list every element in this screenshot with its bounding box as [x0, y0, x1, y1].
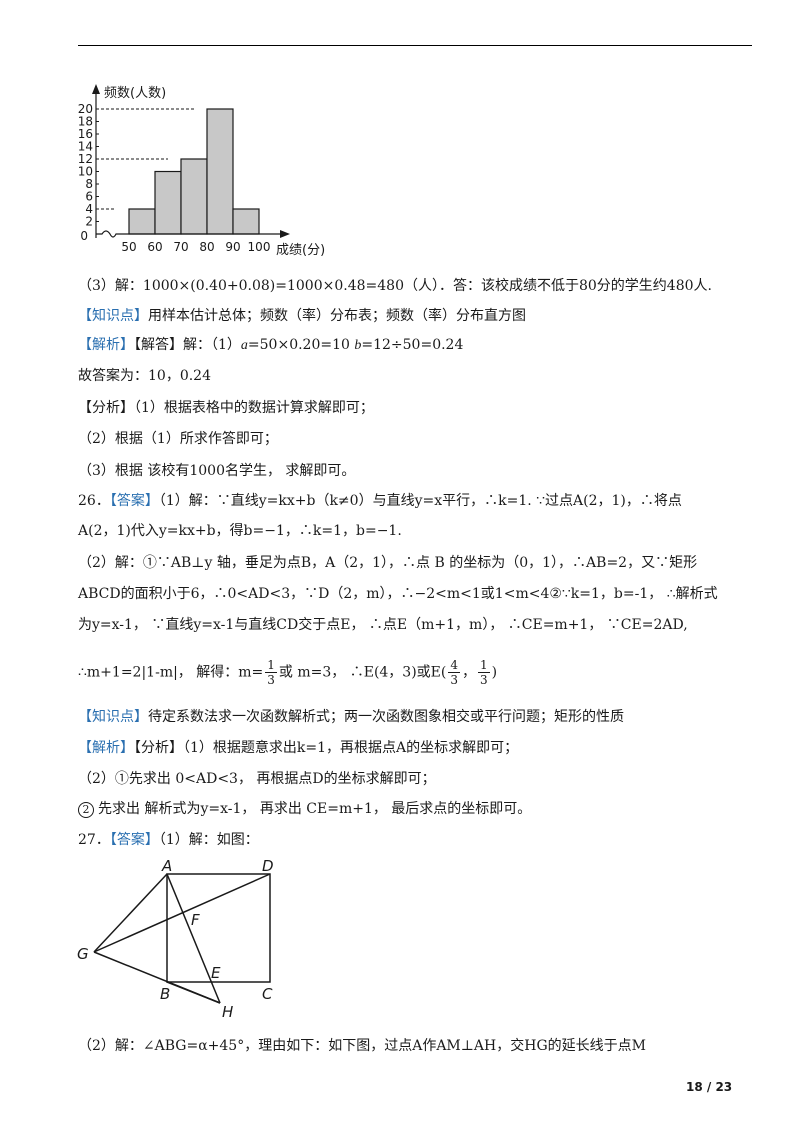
x-axis-title: 成绩(分): [276, 243, 325, 258]
question-26-line2: A(2，1)代入y=kx+b，得b=−1，∴k=1，b=−1.: [78, 523, 402, 539]
eq-sep: ，: [462, 664, 476, 681]
segment-ah: [166, 873, 221, 1004]
x-tick-label-4: 90: [225, 240, 240, 254]
x-tick-label-3: 80: [199, 240, 214, 254]
analysis-25-1: 【分析】（1）根据表格中的数据计算求解即可；: [78, 400, 374, 416]
y-tick-label-0: 20: [78, 102, 93, 116]
analysis-tag: 【解析】: [78, 337, 134, 353]
analysis-end: =12÷50=0.24: [361, 337, 464, 353]
header-rule: [78, 45, 752, 46]
question-26-line3: （2）解：①∵AB⊥y 轴，垂足为点B，A（2，1），∴点 B 的坐标为（0，1…: [78, 555, 698, 571]
answer-tag: 【答案】: [109, 832, 159, 848]
histogram-bar-1: [154, 170, 182, 235]
frac-num: 1: [478, 658, 490, 673]
analysis-text: 【分析】（1）根据题意求出k=1，再根据点A的坐标求解即可；: [134, 740, 519, 756]
answer-tag: 【答案】: [109, 493, 159, 509]
y-tick-label-8: 4: [85, 202, 93, 216]
y-tick-label-4: 12: [78, 152, 93, 166]
knowledge-point-text: 待定系数法求一次函数解析式；两一次函数图象相交或平行问题；矩形的性质: [148, 709, 624, 725]
label-h: H: [222, 1003, 233, 1021]
label-a: A: [161, 857, 172, 875]
analysis-tag: 【解析】: [78, 740, 134, 756]
y-tick-label-7: 6: [85, 190, 93, 204]
frac-den: 3: [450, 673, 458, 687]
y-tick-label-1: 18: [78, 115, 93, 129]
x-tick-label-5: 100: [248, 240, 271, 254]
eq-mid: 或 m=3， ∴E(4，3)或E(: [278, 664, 447, 681]
frac-num: 4: [448, 658, 460, 673]
question-26-line1: 26．【答案】（1）解：∵直线y=kx+b（k≠0）与直线y=x平行，∴k=1.…: [78, 491, 682, 511]
eq-end: ): [491, 664, 498, 681]
analysis-26-2: （2）①先求出 0<AD<3， 再根据点D的坐标求解即可；: [78, 771, 436, 787]
analysis-25-2: （2）根据（1）所求作答即可；: [78, 431, 278, 447]
y-axis-title: 频数(人数): [104, 86, 166, 101]
segment-gd: [93, 873, 271, 953]
circled-number-icon: 2: [78, 802, 94, 818]
var-a: a: [240, 338, 248, 353]
x-axis-arrow-icon: [280, 230, 290, 238]
origin-label: 0: [80, 229, 88, 243]
y-tick-label-3: 14: [78, 140, 93, 154]
x-tick-label-0: 50: [121, 240, 136, 254]
histogram-bar-3: [206, 108, 234, 235]
knowledge-point-tag: 【知识点】: [78, 709, 148, 725]
analysis-25: 【解析】【解答】解：（1）a=50×0.20=10 b=12÷50=0.24: [78, 335, 463, 356]
x-axis: [96, 230, 282, 238]
knowledge-point-tag: 【知识点】: [78, 308, 148, 324]
segment-bh: [166, 981, 221, 1004]
y-tick-label-5: 10: [78, 165, 93, 179]
frac-den: 3: [480, 673, 488, 687]
histogram-bar-4: [232, 208, 260, 235]
question-27-part2: （2）解：∠ABG=α+45°，理由如下：如下图，过点A作AM⊥AH，交HG的延…: [78, 1038, 646, 1054]
knowledge-point-25: 【知识点】用样本估计总体；频数（率）分布表；频数（率）分布直方图: [78, 306, 526, 326]
label-f: F: [191, 911, 200, 929]
question-number: 26．: [78, 493, 110, 509]
label-g: G: [77, 945, 89, 963]
analysis-mid: =50×0.20=10: [247, 337, 355, 353]
label-c: C: [262, 985, 273, 1003]
histogram-bar-0: [128, 208, 156, 235]
question-26-line6: ∴m+1=2|1-m|， 解得：m= 1 3 或 m=3， ∴E(4，3)或E(4 3，…: [78, 658, 497, 687]
label-e: E: [211, 964, 221, 982]
eq-pre: ∴m+1=2|1-m|， 解得：m=: [78, 664, 264, 681]
analysis-26-3: 2 先求出 解析式为y=x-1， 再求出 CE=m+1， 最后求点的坐标即可。: [78, 799, 531, 819]
question-26-line5: 为y=x-1， ∵直线y=x-1与直线CD交于点E， ∴点E（m+1，m）， ∴…: [78, 617, 688, 633]
frac-den: 3: [267, 673, 275, 687]
y-tick-label-2: 16: [78, 127, 93, 141]
x-tick-label-2: 70: [173, 240, 188, 254]
question-27: 27．【答案】（1）解：如图：: [78, 830, 259, 850]
question-26-line4: ABCD的面积小于6，∴0<AD<3，∵D（2，m），∴−2<m<1或1<m<4…: [78, 586, 718, 602]
analysis-text: 【解答】解：（1）: [134, 337, 241, 353]
question-number: 27．: [78, 832, 110, 848]
page-number: 18 / 23: [686, 1080, 733, 1094]
square-abcd: [166, 873, 271, 983]
histogram-bar-2: [180, 158, 208, 235]
y-axis-arrow-icon: [92, 84, 100, 94]
geometry-figure: A D F G E B C H: [77, 857, 274, 1021]
x-tick-label-1: 60: [147, 240, 162, 254]
answer-25: 故答案为：10，0.24: [78, 368, 211, 384]
analysis-text: 先求出 解析式为y=x-1， 再求出 CE=m+1， 最后求点的坐标即可。: [98, 801, 532, 817]
knowledge-point-26: 【知识点】待定系数法求一次函数解析式；两一次函数图象相交或平行问题；矩形的性质: [78, 707, 624, 727]
var-b: b: [354, 338, 362, 353]
frac-num: 1: [265, 658, 277, 673]
segment-ag: [93, 873, 168, 953]
label-d: D: [262, 857, 274, 875]
answer-text: （1）解：∵直线y=kx+b（k≠0）与直线y=x平行，∴k=1. ∵过点A(2…: [158, 493, 682, 509]
analysis-26: 【解析】【分析】（1）根据题意求出k=1，再根据点A的坐标求解即可；: [78, 738, 518, 758]
label-b: B: [160, 985, 170, 1003]
answer-text: （1）解：如图：: [158, 832, 259, 848]
y-tick-label-9: 2: [85, 215, 93, 229]
analysis-25-3: （3）根据 该校有1000名学生， 求解即可。: [78, 463, 356, 479]
knowledge-point-text: 用样本估计总体；频数（率）分布表；频数（率）分布直方图: [148, 308, 526, 324]
y-tick-label-6: 8: [85, 177, 93, 191]
solution-25-part3: （3）解：1000×(0.40+0.08)=1000×0.48=480（人）．答…: [78, 278, 712, 294]
